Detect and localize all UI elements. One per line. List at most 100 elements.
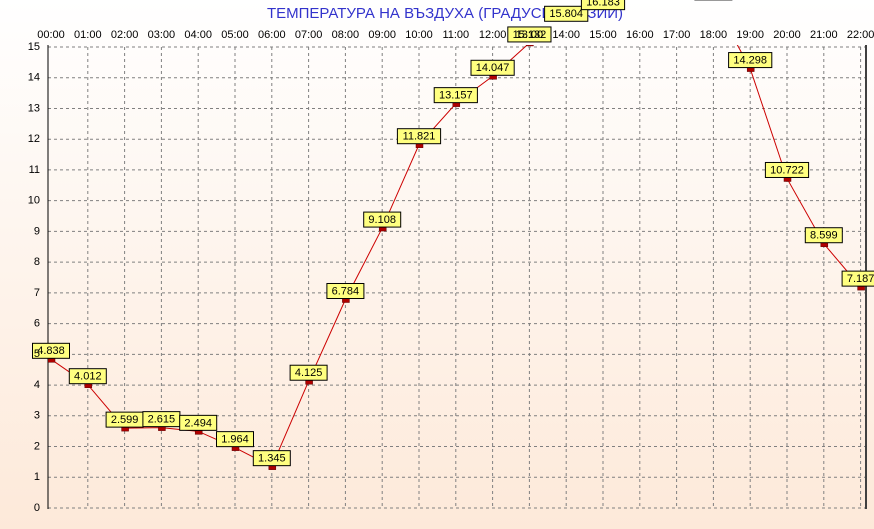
x-tick-label: 05:00 bbox=[221, 29, 249, 41]
data-label-box bbox=[841, 270, 874, 287]
data-label-box bbox=[580, 0, 626, 11]
y-tick-label: 1 bbox=[34, 471, 40, 483]
x-tick-label: 15:00 bbox=[589, 29, 617, 41]
x-tick-label: 12:00 bbox=[479, 29, 507, 41]
data-label: 6.784 bbox=[332, 285, 360, 297]
y-tick-label: 2 bbox=[34, 440, 40, 452]
chart-title: ТЕМПЕРАТУРА НА ВЪЗДУХА (ГРАДУСИ ЦЕЛЗИЙ) bbox=[267, 4, 623, 22]
y-tick-label: 6 bbox=[34, 318, 40, 330]
labels: 4.838 4.012 2.599 2.615 2.494 1.964 1.345 4.125… bbox=[32, 0, 874, 467]
data-label: 2.615 bbox=[148, 414, 176, 426]
y-tick-label: 10 bbox=[28, 195, 40, 207]
data-label: 7.187 bbox=[847, 273, 874, 285]
y-tick-label: 3 bbox=[34, 410, 40, 422]
data-label-box bbox=[507, 26, 552, 43]
data-label-group: 15.804 bbox=[544, 5, 589, 22]
data-label-box bbox=[804, 227, 843, 244]
data-label-group: 4.125 bbox=[289, 364, 328, 381]
x-tick-label: 06:00 bbox=[258, 29, 286, 41]
data-label: 1.964 bbox=[221, 434, 249, 446]
data-label: 9.108 bbox=[368, 214, 396, 226]
data-label-group: 2.599 bbox=[105, 411, 144, 428]
data-label: 14.298 bbox=[733, 54, 767, 66]
data-label: 4.012 bbox=[74, 371, 102, 383]
point-marker bbox=[526, 45, 534, 47]
data-label-group: 4.838 bbox=[32, 342, 70, 359]
data-label-box bbox=[363, 211, 402, 228]
data-label-group: 8.599 bbox=[804, 227, 843, 244]
y-tick-label: 9 bbox=[34, 225, 40, 237]
data-label-box bbox=[252, 450, 291, 467]
y-tick-label: 8 bbox=[34, 256, 40, 268]
data-label: 16.183 bbox=[586, 0, 620, 9]
data-label-box bbox=[289, 364, 328, 381]
x-tick-label: 20:00 bbox=[773, 29, 801, 41]
data-label-group: 2.615 bbox=[142, 411, 181, 428]
data-label-group: 7.187 bbox=[841, 270, 874, 287]
x-tick-label: 10:00 bbox=[405, 29, 433, 41]
data-label-group: 6.784 bbox=[326, 283, 365, 300]
y-tick-label: 15 bbox=[28, 41, 40, 53]
data-label-group: 4.012 bbox=[68, 368, 107, 385]
x-tick-label: 00:00 bbox=[37, 29, 65, 41]
data-label: 15.132 bbox=[513, 29, 547, 41]
data-label: 4.125 bbox=[295, 367, 323, 379]
data-label-group: 14.298 bbox=[728, 52, 773, 69]
x-tick-label: 01:00 bbox=[74, 29, 102, 41]
data-label-box bbox=[396, 128, 442, 145]
data-label: 11.821 bbox=[403, 131, 436, 143]
y-tick-label: 14 bbox=[28, 72, 40, 84]
x-tick-label: 07:00 bbox=[295, 29, 323, 41]
data-label: 13.157 bbox=[439, 90, 473, 102]
x-tick-label: 08:00 bbox=[332, 29, 360, 41]
x-tick-label: 03:00 bbox=[148, 29, 176, 41]
data-label-group: 14.047 bbox=[470, 59, 515, 76]
x-tick-label: 02:00 bbox=[111, 29, 139, 41]
y-tick-label: 13 bbox=[28, 102, 40, 114]
data-label: 10.722 bbox=[770, 164, 804, 176]
data-label-group: 13.157 bbox=[433, 87, 478, 104]
y-tick-label: 7 bbox=[34, 287, 40, 299]
x-tick-label: 14:00 bbox=[552, 29, 580, 41]
data-label: 4.838 bbox=[37, 345, 65, 357]
x-tick-label: 22:00 bbox=[847, 29, 874, 41]
data-label-group: 9.108 bbox=[363, 211, 402, 228]
x-tick-label: 17:00 bbox=[663, 29, 691, 41]
y-tick-label: 11 bbox=[29, 164, 40, 176]
data-label: 15.804 bbox=[549, 8, 583, 20]
data-label-box bbox=[68, 368, 107, 385]
data-label-box bbox=[470, 59, 515, 76]
y-tick-label: 12 bbox=[28, 133, 40, 145]
y-tick-label: 4 bbox=[34, 379, 40, 391]
data-label-group: 15.132 bbox=[507, 26, 552, 43]
data-label-group: 16.183 bbox=[580, 0, 626, 11]
data-label-group: 11.821 bbox=[396, 128, 442, 145]
data-label: 2.599 bbox=[111, 414, 139, 426]
data-label: 14.047 bbox=[476, 62, 510, 74]
data-label-box bbox=[326, 283, 365, 300]
data-label: 8.599 bbox=[810, 230, 838, 242]
x-tick-label: 11:00 bbox=[442, 29, 469, 41]
data-label-box bbox=[433, 87, 478, 104]
data-label-group: 2.494 bbox=[179, 414, 218, 431]
data-label-group: 10.722 bbox=[764, 161, 810, 178]
x-tick-label: 13:00 bbox=[516, 29, 544, 41]
data-label-box bbox=[179, 414, 218, 431]
x-tick-label: 19:00 bbox=[736, 29, 764, 41]
data-label-group: 1.345 bbox=[252, 450, 291, 467]
x-tick-label: 18:00 bbox=[700, 29, 728, 41]
x-tick-label: 09:00 bbox=[368, 29, 396, 41]
data-label-box bbox=[216, 431, 254, 448]
x-tick-label: 04:00 bbox=[184, 29, 212, 41]
data-label: 2.494 bbox=[184, 417, 212, 429]
data-label-box bbox=[544, 5, 589, 22]
x-tick-label: 21:00 bbox=[810, 29, 838, 41]
data-label-box bbox=[32, 342, 70, 359]
data-label-box bbox=[764, 161, 810, 178]
y-tick-label: 0 bbox=[34, 502, 40, 514]
plot bbox=[48, 45, 865, 470]
y-tick-label: 5 bbox=[34, 348, 40, 360]
x-tick-label: 16:00 bbox=[626, 29, 654, 41]
